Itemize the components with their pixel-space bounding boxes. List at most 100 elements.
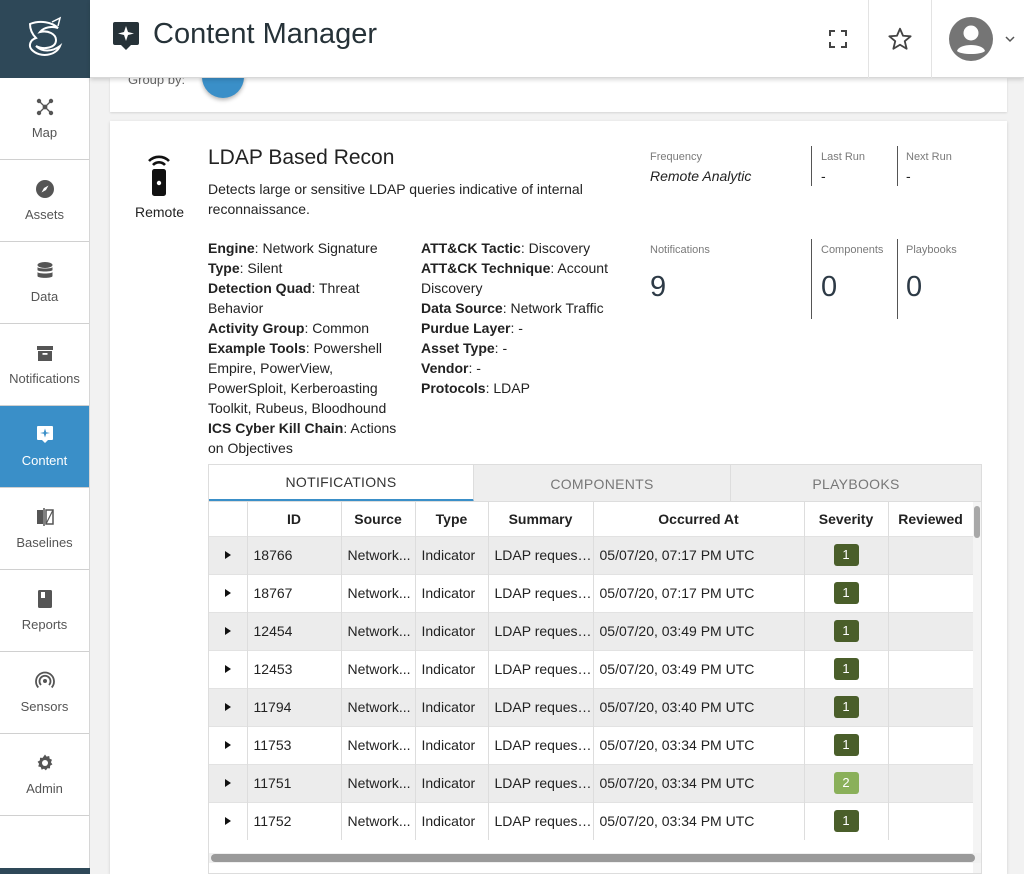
- cell-reviewed: [888, 801, 974, 840]
- sidebar-item-map[interactable]: Map: [0, 78, 89, 160]
- fullscreen-button[interactable]: [810, 0, 866, 78]
- sidebar-item-reports[interactable]: Reports: [0, 570, 89, 652]
- cell-type: Indicator: [415, 573, 489, 612]
- cell-type: Indicator: [415, 649, 489, 688]
- attribute-value: -: [518, 320, 523, 336]
- table-row[interactable]: 18767 Network... Indicator LDAP request... 0…: [209, 573, 974, 612]
- attribute-value: Account Discovery: [421, 260, 608, 296]
- sidebar-item-sensors[interactable]: Sensors: [0, 652, 89, 734]
- severity-badge: 1: [833, 620, 859, 642]
- column-header-source[interactable]: Source: [341, 502, 416, 536]
- sidebar-item-notifications[interactable]: Notifications: [0, 324, 89, 406]
- cell-source: Network...: [341, 763, 416, 802]
- dragon-logo-icon[interactable]: [0, 0, 90, 78]
- horizontal-scrollbar[interactable]: [209, 853, 981, 863]
- attribute-row: Purdue Layer: -: [421, 320, 523, 336]
- attribute-row: Asset Type: -: [421, 340, 508, 356]
- expand-row-button[interactable]: [209, 611, 248, 650]
- frequency-value: Remote Analytic: [650, 168, 752, 184]
- attribute-row: Type: Silent: [208, 260, 283, 276]
- sidebar-item-data[interactable]: Data: [0, 242, 89, 324]
- attribute-row: Detection Quad: Threat Behavior: [208, 280, 360, 316]
- table-row[interactable]: 12454 Network... Indicator LDAP request... 0…: [209, 611, 974, 650]
- frequency-label: Frequency: [650, 151, 702, 163]
- cell-summary: LDAP request...: [488, 763, 594, 802]
- table-row[interactable]: 12453 Network... Indicator LDAP request... 0…: [209, 649, 974, 688]
- attributes-right: ATT&CK Tactic: Discovery ATT&CK Technique…: [421, 238, 621, 398]
- content-manager-icon: [112, 21, 140, 51]
- header-divider: [931, 0, 932, 78]
- table-row[interactable]: 18766 Network... Indicator LDAP request... 0…: [209, 535, 974, 574]
- attribute-key: Activity Group: [208, 320, 305, 336]
- expand-row-button[interactable]: [209, 763, 248, 802]
- expand-row-button[interactable]: [209, 801, 248, 840]
- scrollbar-thumb[interactable]: [974, 506, 980, 538]
- sidebar: Map Assets Data Notifications Content Baselin…: [0, 0, 90, 874]
- sidebar-item-assets[interactable]: Assets: [0, 160, 89, 242]
- expand-row-button[interactable]: [209, 573, 248, 612]
- cell-occurred-at: 05/07/20, 03:34 PM UTC: [593, 801, 805, 840]
- cell-severity: 1: [804, 573, 889, 612]
- archive-icon: [35, 343, 55, 363]
- attribute-key: Data Source: [421, 300, 503, 316]
- table-header-row: ID Source Type Summary Occurred At Sever…: [209, 502, 974, 536]
- table-row[interactable]: 11751 Network... Indicator LDAP request... 0…: [209, 763, 974, 802]
- attribute-row: Data Source: Network Traffic: [421, 300, 604, 316]
- tab-playbooks[interactable]: PLAYBOOKS: [812, 475, 900, 492]
- column-header-reviewed[interactable]: Reviewed: [888, 502, 974, 536]
- attribute-key: Engine: [208, 240, 255, 256]
- cell-occurred-at: 05/07/20, 03:40 PM UTC: [593, 687, 805, 726]
- expand-row-button[interactable]: [209, 687, 248, 726]
- table-row[interactable]: 11753 Network... Indicator LDAP request... 0…: [209, 725, 974, 764]
- cell-source: Network...: [341, 649, 416, 688]
- cell-id: 11753: [247, 725, 342, 764]
- sidebar-footer-bar: [0, 868, 90, 874]
- cell-reviewed: [888, 763, 974, 802]
- severity-badge: 1: [833, 544, 859, 566]
- favorite-button[interactable]: [869, 0, 931, 78]
- attribute-row: Engine: Network Signature: [208, 240, 378, 256]
- vertical-scrollbar[interactable]: [973, 502, 981, 873]
- column-header-type[interactable]: Type: [415, 502, 489, 536]
- attribute-row: Example Tools: Powershell Empire, PowerV…: [208, 340, 387, 416]
- tab-notifications[interactable]: NOTIFICATIONS: [209, 465, 474, 502]
- tab-components[interactable]: COMPONENTS: [474, 465, 731, 502]
- caret-right-icon: [224, 551, 231, 559]
- scrollbar-thumb[interactable]: [211, 854, 975, 862]
- expand-row-button[interactable]: [209, 535, 248, 574]
- add-group-button[interactable]: [202, 78, 244, 98]
- caret-right-icon: [224, 779, 231, 787]
- expand-row-button[interactable]: [209, 725, 248, 764]
- attribute-row: ATT&CK Technique: Account Discovery: [421, 260, 608, 296]
- sidebar-item-label: Admin: [26, 781, 63, 796]
- sidebar-item-baselines[interactable]: Baselines: [0, 488, 89, 570]
- sidebar-item-admin[interactable]: Admin: [0, 734, 89, 816]
- column-header-id[interactable]: ID: [247, 502, 342, 536]
- attribute-value: -: [476, 360, 481, 376]
- column-header-expand: [209, 502, 248, 536]
- cell-source: Network...: [341, 535, 416, 574]
- sidebar-item-content[interactable]: Content: [0, 406, 89, 488]
- caret-right-icon: [224, 703, 231, 711]
- cell-source: Network...: [341, 801, 416, 840]
- attribute-row: Vendor: -: [421, 360, 481, 376]
- column-header-summary[interactable]: Summary: [488, 502, 594, 536]
- column-header-severity[interactable]: Severity: [804, 502, 889, 536]
- column-header-occurred-at[interactable]: Occurred At: [593, 502, 805, 536]
- user-menu-button[interactable]: [942, 0, 1022, 78]
- attribute-key: Protocols: [421, 380, 486, 396]
- table-row[interactable]: 11752 Network... Indicator LDAP request... 0…: [209, 801, 974, 840]
- attribute-key: Asset Type: [421, 340, 495, 356]
- cell-summary: LDAP request...: [488, 611, 594, 650]
- table-row[interactable]: 11794 Network... Indicator LDAP request... 0…: [209, 687, 974, 726]
- attribute-value: Actions on Objectives: [208, 420, 397, 456]
- attribute-row: Activity Group: Common: [208, 320, 370, 336]
- cell-severity: 2: [804, 763, 889, 802]
- severity-badge: 2: [833, 772, 859, 794]
- analytic-title: LDAP Based Recon: [208, 146, 395, 169]
- expand-row-button[interactable]: [209, 649, 248, 688]
- attribute-row: Protocols: LDAP: [421, 380, 530, 396]
- meta-divider: [897, 146, 898, 186]
- cell-severity: 1: [804, 535, 889, 574]
- caret-right-icon: [224, 665, 231, 673]
